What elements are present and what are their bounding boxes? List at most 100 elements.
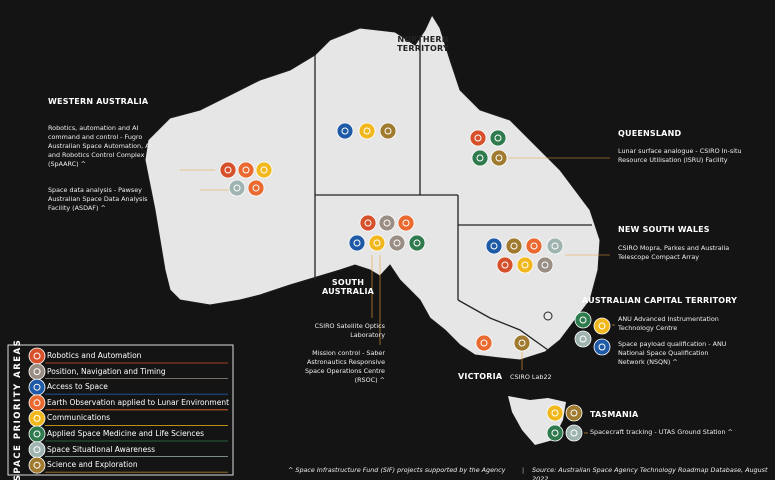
state-name: SOUTH AUSTRALIA <box>321 278 375 296</box>
state-name: NORTHERN TERRITORY <box>397 35 449 53</box>
priority-icon <box>546 404 564 422</box>
project-text: Space data analysis - Pawsey Australian … <box>48 186 148 212</box>
icon-glyph <box>551 429 559 437</box>
icon-glyph <box>598 343 606 351</box>
priority-icon <box>496 256 514 274</box>
priority-icon <box>565 404 583 422</box>
project-text: Spacecraft tracking - UTAS Ground Statio… <box>590 428 733 436</box>
priority-icon <box>574 311 592 329</box>
legend-item: Earth Observation applied to Lunar Envir… <box>47 397 230 407</box>
priority-icon <box>28 378 46 396</box>
icon-glyph <box>530 242 538 250</box>
priority-icon <box>593 338 611 356</box>
project-text: CSIRO Mopra, Parkes and Australia Telesc… <box>618 244 730 261</box>
icon-glyph <box>570 409 578 417</box>
icon-glyph <box>476 154 484 162</box>
icon-glyph <box>474 134 482 142</box>
icon-glyph <box>33 399 41 407</box>
act-marker <box>543 311 553 321</box>
icon-glyph <box>551 409 559 417</box>
legend-title: SPACE PRIORITY AREAS <box>13 339 23 480</box>
legend-item: Position, Navigation and Timing <box>47 366 166 376</box>
icon-glyph <box>260 166 268 174</box>
priority-icon <box>28 409 46 427</box>
priority-icon <box>565 424 583 442</box>
icon-glyph <box>233 184 241 192</box>
icon-glyph <box>570 429 578 437</box>
project-text: Space payload qualification - ANU Nation… <box>618 340 727 366</box>
priority-icon <box>228 179 246 197</box>
icon-glyph <box>413 239 421 247</box>
priority-icon <box>546 237 564 255</box>
priority-icon <box>513 334 531 352</box>
project-text: Mission control - Saber Astronautics Res… <box>304 349 385 384</box>
legend-item: Robotics and Automation <box>47 351 142 360</box>
legend-item: Science and Exploration <box>47 460 138 470</box>
priority-icon <box>388 234 406 252</box>
icon-layer <box>28 122 611 474</box>
priority-icon <box>379 122 397 140</box>
mainland <box>144 13 601 361</box>
icon-glyph <box>33 430 41 438</box>
icon-glyph <box>518 339 526 347</box>
priority-icon <box>28 394 46 412</box>
priority-icon <box>28 347 46 365</box>
priority-icon <box>475 334 493 352</box>
icon-glyph <box>402 219 410 227</box>
state-name: NEW SOUTH WALES <box>618 225 710 234</box>
icon-glyph <box>33 461 41 469</box>
priority-icon <box>28 363 46 381</box>
icon-glyph <box>579 335 587 343</box>
icon-glyph <box>551 242 559 250</box>
priority-icon <box>28 441 46 459</box>
priority-icon <box>336 122 354 140</box>
project-text: Lunar surface analogue - CSIRO In-situ R… <box>618 147 742 164</box>
priority-icon <box>378 214 396 232</box>
priority-icon <box>348 234 366 252</box>
icon-glyph <box>33 383 41 391</box>
state-name: TASMANIA <box>590 410 639 419</box>
icon-glyph <box>341 127 349 135</box>
icon-glyph <box>579 316 587 324</box>
priority-icon <box>536 256 554 274</box>
project-text: CSIRO Satellite Optics Laboratory <box>314 322 385 339</box>
icon-glyph <box>224 166 232 174</box>
priority-icon <box>490 149 508 167</box>
icon-glyph <box>521 261 529 269</box>
priority-icon <box>516 256 534 274</box>
icon-glyph <box>33 352 41 360</box>
priority-icon <box>593 317 611 335</box>
priority-icon <box>525 237 543 255</box>
priority-icon <box>485 237 503 255</box>
priority-icon <box>397 214 415 232</box>
footer-note: ^ Space Infrastructure Fund (SIF) projec… <box>288 466 506 474</box>
legend-item: Communications <box>47 413 111 423</box>
icon-glyph <box>363 127 371 135</box>
legend-item: Applied Space Medicine and Life Sciences <box>47 429 205 438</box>
priority-icon <box>368 234 386 252</box>
icon-glyph <box>242 166 250 174</box>
legend-item: Access to Space <box>47 382 108 392</box>
state-name: WESTERN AUSTRALIA <box>48 97 149 106</box>
icon-glyph <box>598 322 606 330</box>
priority-icon <box>471 149 489 167</box>
project-text: Robotics, automation and AI command and … <box>48 124 152 168</box>
icon-glyph <box>33 414 41 422</box>
legend-item: Space Situational Awareness <box>47 444 156 454</box>
icon-glyph <box>384 127 392 135</box>
priority-icon <box>255 161 273 179</box>
state-name: VICTORIA <box>458 372 503 381</box>
icon-glyph <box>383 219 391 227</box>
priority-icon <box>237 161 255 179</box>
priority-icon <box>28 425 46 443</box>
icon-glyph <box>495 154 503 162</box>
icon-glyph <box>252 184 260 192</box>
state-name: AUSTRALIAN CAPITAL TERRITORY <box>582 296 738 305</box>
icon-glyph <box>353 239 361 247</box>
icon-glyph <box>501 261 509 269</box>
priority-icon <box>28 456 46 474</box>
icon-glyph <box>541 261 549 269</box>
priority-icon <box>219 161 237 179</box>
